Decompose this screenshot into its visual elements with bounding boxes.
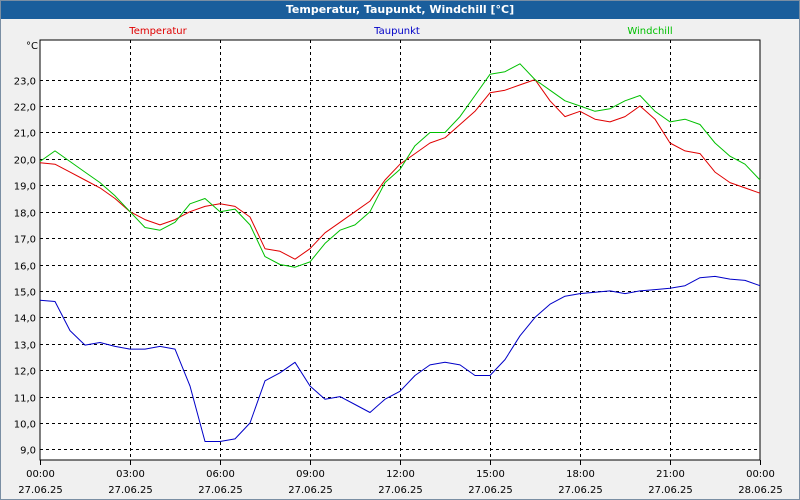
y-tick-label: 17,0 — [14, 235, 36, 246]
y-tick-label: 19,0 — [14, 182, 36, 193]
x-tick-time: 00:00 — [746, 469, 775, 480]
x-tick-date: 27.06.25 — [18, 485, 63, 496]
y-tick-label: 23,0 — [14, 77, 36, 88]
y-tick-label: 10,0 — [14, 420, 36, 431]
series-line-windchill — [39, 63, 761, 268]
x-tick-time: 18:00 — [566, 469, 595, 480]
legend-windchill: Windchill — [627, 26, 672, 37]
x-tick-time: 12:00 — [386, 469, 415, 480]
x-tick-time: 15:00 — [476, 469, 505, 480]
x-tick-time: 03:00 — [116, 469, 145, 480]
y-tick-label: 15,0 — [14, 288, 36, 299]
y-tick-label: 11,0 — [14, 394, 36, 405]
window-title: Temperatur, Taupunkt, Windchill [°C] — [1, 1, 799, 19]
y-tick-label: 9,0 — [20, 446, 36, 457]
x-tick-date: 27.06.25 — [468, 485, 513, 496]
x-tick-time: 09:00 — [296, 469, 325, 480]
legend-temperatur: Temperatur — [128, 26, 187, 37]
y-axis-label: °C — [26, 41, 38, 52]
x-tick-date: 27.06.25 — [558, 485, 603, 496]
x-tick-date: 27.06.25 — [378, 485, 423, 496]
series-line-temperatur — [39, 79, 761, 260]
y-tick-label: 18,0 — [14, 209, 36, 220]
x-tick-time: 06:00 — [206, 469, 235, 480]
y-tick-label: 12,0 — [14, 367, 36, 378]
x-tick-time: 00:00 — [26, 469, 55, 480]
x-tick-date: 27.06.25 — [108, 485, 153, 496]
y-tick-label: 22,0 — [14, 103, 36, 114]
x-tick-time: 21:00 — [656, 469, 685, 480]
x-tick-date: 27.06.25 — [288, 485, 333, 496]
x-tick-date: 28.06.25 — [738, 485, 783, 496]
x-tick-date: 27.06.25 — [648, 485, 693, 496]
y-tick-label: 16,0 — [14, 262, 36, 273]
y-tick-label: 14,0 — [14, 314, 36, 325]
legend-taupunkt: Taupunkt — [373, 26, 420, 37]
y-tick-label: 21,0 — [14, 129, 36, 140]
series-line-taupunkt — [39, 275, 761, 442]
x-tick-date: 27.06.25 — [198, 485, 243, 496]
y-tick-label: 20,0 — [14, 156, 36, 167]
y-tick-label: 13,0 — [14, 341, 36, 352]
